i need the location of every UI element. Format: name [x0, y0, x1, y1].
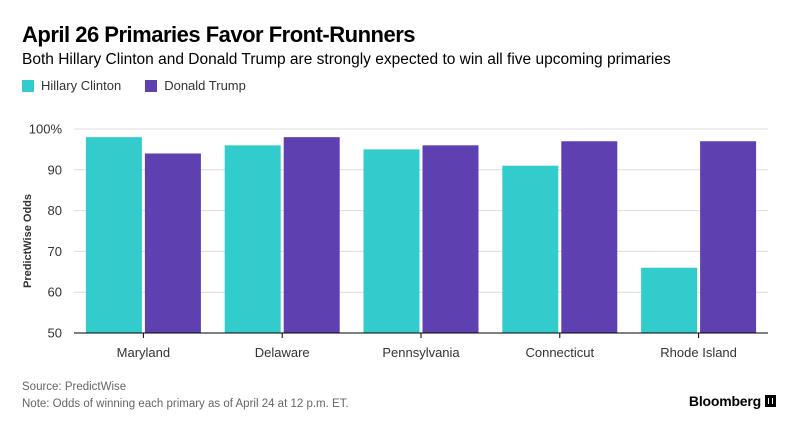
bloomberg-logo: Bloomberg [689, 393, 776, 409]
y-tick-label: 90 [48, 162, 62, 177]
brand-name: Bloomberg [688, 393, 761, 409]
y-axis-label: PredictWise Odds [22, 194, 34, 288]
bar-clinton [363, 149, 420, 333]
legend-label-trump: Donald Trump [164, 78, 246, 93]
x-tick-label: Maryland [117, 345, 170, 360]
source-note: Source: PredictWise [22, 381, 127, 393]
bar-clinton [641, 267, 698, 333]
chart-subtitle: Both Hillary Clinton and Donald Trump ar… [22, 51, 671, 68]
x-tick-label: Pennsylvania [382, 345, 460, 360]
chart-title: April 26 Primaries Favor Front-Runners [22, 22, 416, 47]
y-tick-label: 70 [48, 244, 62, 259]
bar-trump [561, 141, 618, 333]
x-tick-label: Connecticut [525, 345, 594, 360]
footer: Source: PredictWise Note: Odds of winnin… [22, 379, 349, 413]
y-tick-label: 100% [29, 122, 63, 137]
x-tick-label: Delaware [255, 345, 310, 360]
bar-trump [700, 141, 757, 333]
x-tick-label: Rhode Island [660, 345, 737, 360]
legend: Hillary Clinton Donald Trump [22, 78, 270, 93]
y-tick-label: 80 [48, 203, 62, 218]
legend-swatch-clinton [22, 79, 34, 92]
bar-clinton [502, 165, 559, 333]
bar-trump [144, 153, 201, 333]
legend-item-clinton: Hillary Clinton [22, 78, 121, 93]
bar-clinton [85, 137, 142, 333]
legend-label-clinton: Hillary Clinton [41, 78, 122, 93]
legend-item-trump: Donald Trump [145, 78, 246, 93]
bar-trump [422, 145, 479, 333]
bar-clinton [224, 145, 281, 333]
odds-note: Note: Odds of winning each primary as of… [22, 398, 349, 410]
bloomberg-terminal-icon [765, 395, 776, 407]
y-tick-label: 60 [48, 285, 62, 300]
y-tick-label: 50 [48, 326, 62, 341]
bar-trump [283, 137, 340, 333]
legend-swatch-trump [145, 79, 158, 92]
